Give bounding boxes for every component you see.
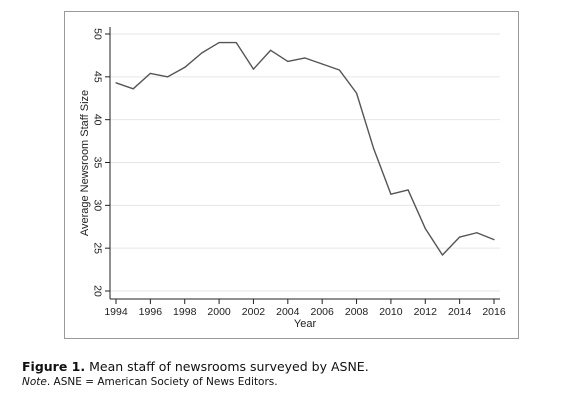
x-tick-label: 2000: [207, 306, 231, 318]
figure-caption: Figure 1. Mean staff of newsrooms survey…: [22, 359, 562, 374]
x-tick-label: 2008: [345, 306, 369, 318]
x-tick-label: 2012: [414, 306, 438, 318]
x-tick-label: 1998: [173, 306, 197, 318]
y-tick-label: 35: [91, 157, 103, 169]
figure-note: Note. ASNE = American Society of News Ed…: [22, 376, 562, 389]
x-tick-label: 2016: [482, 306, 506, 318]
x-axis-title: Year: [294, 318, 317, 330]
data-point-1999: [201, 52, 203, 54]
x-tick-label: 2010: [379, 306, 403, 318]
data-point-2015: [476, 232, 478, 234]
figure-frame: [64, 11, 519, 339]
data-point-1998: [184, 66, 186, 69]
data-point-1996: [149, 72, 151, 75]
data-point-2006: [321, 63, 323, 65]
data-point-2004: [287, 60, 289, 63]
data-point-1994: [115, 82, 117, 84]
data-point-2016: [493, 239, 495, 241]
data-point-2010: [390, 193, 392, 195]
series-layer: [115, 41, 495, 256]
y-axis-title: Average Newsroom Staff Size: [79, 90, 91, 236]
y-tick-label: 20: [91, 285, 103, 297]
data-point-2005: [304, 57, 306, 59]
data-point-2001: [235, 41, 237, 44]
data-point-2008: [355, 92, 358, 94]
data-point-1995: [132, 88, 134, 90]
data-point-2009: [373, 148, 375, 150]
data-point-2000: [218, 41, 220, 44]
note-text: . ASNE = American Society of News Editor…: [46, 376, 278, 388]
data-point-2002: [252, 68, 255, 70]
y-tick-label: 25: [91, 242, 103, 254]
series-line: [115, 41, 495, 256]
figure-label: Figure 1.: [22, 359, 86, 374]
data-point-2012: [424, 227, 426, 230]
x-tick-label: 1996: [139, 306, 163, 318]
data-point-2013: [441, 254, 444, 256]
x-tick-label: 2004: [276, 306, 300, 318]
x-tick-label: 2014: [448, 306, 472, 318]
figure-caption-text: Mean staff of newsrooms surveyed by ASNE…: [89, 359, 369, 374]
note-label: Note: [22, 376, 47, 388]
y-tick-label: 40: [91, 114, 103, 126]
data-point-2011: [407, 189, 409, 191]
data-point-1997: [166, 76, 169, 78]
data-point-2014: [459, 236, 461, 238]
data-point-2003: [270, 49, 272, 51]
x-tick-label: 2006: [311, 306, 335, 318]
data-point-2007: [338, 69, 340, 71]
tick-layer: 20 25 30 35 40 45 50 1994 1996 1998 2000 2002 2004 20…: [91, 28, 506, 318]
x-tick-label: 2002: [242, 306, 266, 318]
y-tick-label: 30: [91, 199, 103, 211]
x-tick-label: 1994: [104, 306, 128, 318]
grid-layer: [110, 33, 500, 292]
y-tick-label: 45: [91, 71, 103, 83]
y-tick-label: 50: [91, 28, 103, 40]
